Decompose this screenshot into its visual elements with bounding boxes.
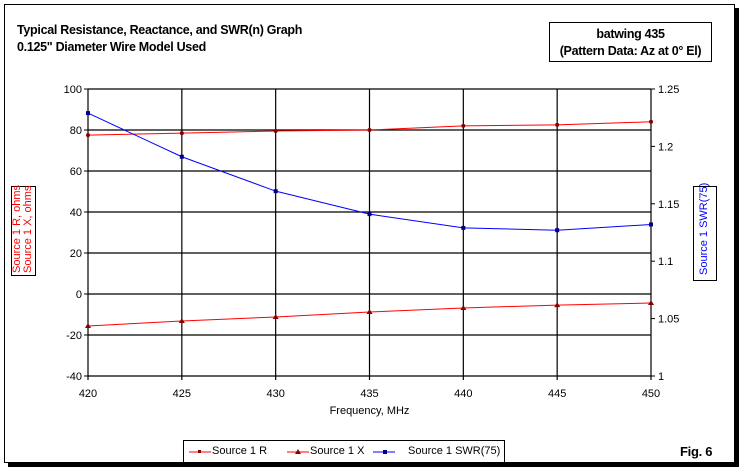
right-tick-label: 1.2 [658,141,673,153]
data-point-r [367,128,372,132]
data-point-swr [461,225,466,230]
left-tick-label: 60 [70,166,82,178]
legend-item-swr: Source 1 SWR(75) [408,445,501,457]
right-tick-label: 1.05 [658,314,679,326]
data-point-r [86,133,90,138]
data-point-x [648,300,654,306]
x-tick-label: 450 [642,388,660,400]
x-tick-label: 440 [454,388,472,400]
right-axis-label: Source 1 SWR(75) [693,182,717,281]
right-tick-label: 1.25 [658,84,679,96]
left-tick-label: -20 [66,330,82,342]
right-axis-label-text: Source 1 SWR(75) [698,182,710,275]
x-tick-label: 435 [360,388,378,400]
legend-marker-r [198,450,201,453]
legend: Source 1 R Source 1 X Source 1 SWR(75) [183,440,505,464]
data-point-r [649,119,653,124]
figure-label: Fig. 6 [680,444,713,459]
data-point-r [273,129,278,134]
legend-item-x: Source 1 X [310,445,365,457]
left-axis-label: Source 1 R, ohms Source 1 X, ohms [11,185,36,276]
data-point-r [179,131,184,136]
left-tick-label: 20 [70,248,82,260]
right-tick-label: 1 [658,371,664,383]
data-point-r [555,122,560,127]
left-axis-label-x: Source 1 X, ohms [22,185,34,273]
legend-marker-x [295,449,301,454]
data-point-x [460,304,467,310]
data-point-swr [649,222,653,227]
data-point-swr [86,111,90,116]
title-line-2: 0.125" Diameter Wire Model Used [17,40,206,54]
left-tick-label: 40 [70,207,82,219]
left-tick-label: 0 [76,289,82,301]
pattern-data-note: (Pattern Data: Az at 0° El) [559,44,702,58]
data-point-swr [273,189,278,194]
data-point-x [366,309,373,315]
data-point-swr [179,154,184,159]
data-point-x [178,318,185,324]
title-line-1: Typical Resistance, Reactance, and SWR(n… [17,23,303,37]
chart-title: Typical Resistance, Reactance, and SWR(n… [17,22,302,56]
right-tick-label: 1.1 [658,256,673,268]
left-tick-label: -40 [66,371,82,383]
model-info-box: batwing 435 (Pattern Data: Az at 0° El) [549,22,712,62]
data-point-x [85,322,91,328]
left-tick-label: 100 [64,84,82,96]
data-point-x [554,302,561,308]
left-tick-label: 80 [70,125,82,137]
x-axis-label: Frequency, MHz [330,405,410,417]
x-tick-label: 445 [548,388,566,400]
data-point-x [272,313,279,319]
x-tick-label: 425 [173,388,191,400]
x-tick-label: 430 [266,388,284,400]
model-name: batwing 435 [596,27,665,41]
right-tick-label: 1.15 [658,199,679,211]
x-tick-label: 420 [79,388,97,400]
data-point-swr [367,212,372,217]
data-point-r [461,123,466,128]
data-point-swr [555,228,560,233]
legend-item-r: Source 1 R [212,445,268,457]
legend-marker-swr [383,450,387,454]
